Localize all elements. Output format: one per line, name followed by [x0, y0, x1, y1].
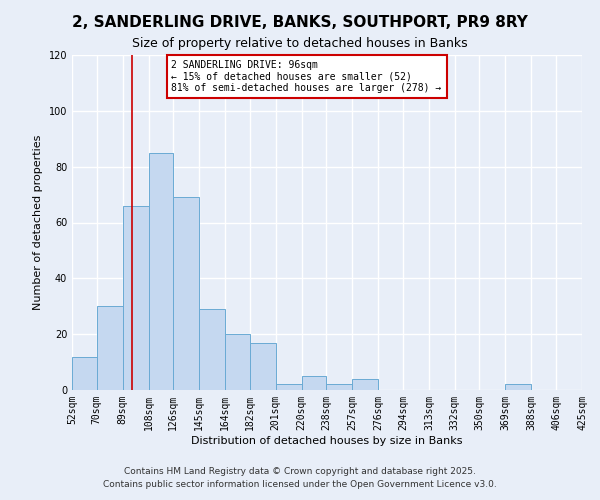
Y-axis label: Number of detached properties: Number of detached properties: [33, 135, 43, 310]
Bar: [225, 334, 250, 390]
Bar: [173, 198, 199, 390]
Bar: [199, 309, 225, 390]
Bar: [97, 306, 122, 390]
Bar: [352, 379, 378, 390]
Text: Contains HM Land Registry data © Crown copyright and database right 2025.
Contai: Contains HM Land Registry data © Crown c…: [103, 467, 497, 489]
Bar: [505, 384, 532, 390]
Bar: [122, 206, 149, 390]
Bar: [326, 384, 352, 390]
Text: 2 SANDERLING DRIVE: 96sqm
← 15% of detached houses are smaller (52)
81% of semi-: 2 SANDERLING DRIVE: 96sqm ← 15% of detac…: [172, 60, 442, 93]
X-axis label: Distribution of detached houses by size in Banks: Distribution of detached houses by size …: [191, 436, 463, 446]
Bar: [149, 152, 173, 390]
Bar: [72, 356, 97, 390]
Bar: [302, 376, 326, 390]
Bar: [250, 342, 276, 390]
Bar: [276, 384, 302, 390]
Text: Size of property relative to detached houses in Banks: Size of property relative to detached ho…: [132, 38, 468, 51]
Text: 2, SANDERLING DRIVE, BANKS, SOUTHPORT, PR9 8RY: 2, SANDERLING DRIVE, BANKS, SOUTHPORT, P…: [72, 15, 528, 30]
